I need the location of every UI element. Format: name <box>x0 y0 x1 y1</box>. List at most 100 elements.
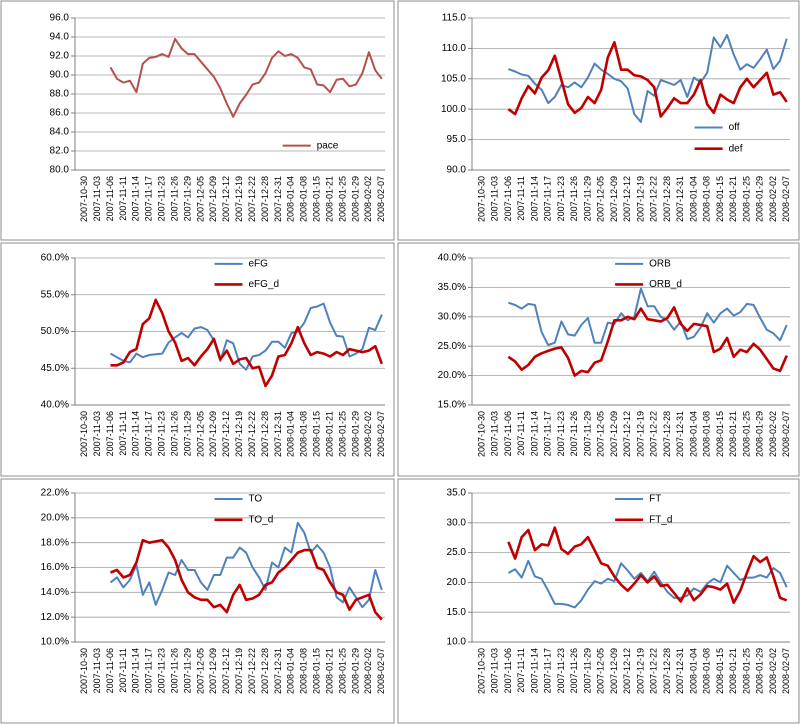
legend-label: eFG_d <box>249 279 280 290</box>
x-tick-label: 2008-02-02 <box>363 648 373 694</box>
legend-label: off <box>729 122 740 133</box>
x-tick-label: 2007-12-22 <box>649 648 659 694</box>
panel-border <box>0 478 395 724</box>
y-tick-label: 20.0 <box>447 577 467 588</box>
x-tick-label: 2008-01-29 <box>755 648 765 694</box>
x-tick-label: 2007-11-11 <box>516 648 526 693</box>
x-tick-label: 2007-12-09 <box>208 411 218 457</box>
y-tick-label: 84.0 <box>50 127 70 138</box>
x-tick-label: 2008-02-02 <box>363 176 373 222</box>
chart-panel: 10.0 15.0 20.0 25.0 30.0 35.0 2007-10-30 2007-1… <box>397 478 800 724</box>
x-tick-label: 2007-12-28 <box>662 411 672 457</box>
x-tick-label: 2007-12-19 <box>234 411 244 457</box>
x-tick-label: 2007-11-17 <box>144 411 154 456</box>
x-tick-label: 2007-11-03 <box>490 411 500 456</box>
legend-label: TO_d <box>249 514 274 525</box>
legend-label: FT <box>649 494 661 505</box>
x-tick-label: 2007-12-05 <box>195 176 205 222</box>
x-tick-label: 2008-02-07 <box>781 648 791 694</box>
x-tick-label: 2007-12-31 <box>675 648 685 694</box>
x-tick-label: 2007-11-11 <box>118 411 128 456</box>
x-tick-label: 2007-11-23 <box>157 176 167 221</box>
x-tick-label: 2007-11-06 <box>503 176 513 221</box>
x-tick-label: 2007-12-28 <box>260 176 270 222</box>
x-tick-label: 2008-02-07 <box>376 411 386 457</box>
x-tick-label: 2007-11-14 <box>529 648 539 693</box>
x-tick-label: 2008-02-02 <box>363 411 373 457</box>
x-tick-label: 2007-12-05 <box>195 648 205 694</box>
y-tick-label: 50.0% <box>41 326 69 337</box>
x-tick-label: 2007-12-31 <box>675 176 685 222</box>
x-tick-label: 2007-11-14 <box>131 411 141 456</box>
y-tick-label: 95.0 <box>447 134 467 145</box>
x-tick-label: 2007-11-03 <box>92 411 102 456</box>
y-tick-label: 92.0 <box>50 51 70 62</box>
x-tick-label: 2008-01-04 <box>688 411 698 457</box>
x-tick-label: 2007-11-17 <box>144 648 154 693</box>
x-tick-label: 2007-11-26 <box>569 648 579 693</box>
x-tick-label: 2007-12-12 <box>622 648 632 694</box>
x-tick-label: 2007-12-22 <box>247 176 257 222</box>
x-tick-label: 2008-02-07 <box>781 176 791 222</box>
x-tick-label: 2007-11-14 <box>529 411 539 456</box>
x-tick-label: 2008-01-08 <box>702 411 712 457</box>
x-tick-label: 2007-11-17 <box>144 176 154 221</box>
legend-label: FT_d <box>649 514 672 525</box>
x-tick-label: 2007-10-30 <box>476 176 486 222</box>
legend-label: ORB <box>649 259 671 270</box>
y-tick-label: 10.0% <box>41 637 69 648</box>
x-tick-label: 2007-12-31 <box>273 648 283 694</box>
x-tick-label: 2007-12-12 <box>221 648 231 694</box>
x-tick-label: 2008-01-21 <box>728 176 738 222</box>
x-tick-label: 2007-12-09 <box>208 176 218 222</box>
x-tick-label: 2007-11-11 <box>118 648 128 693</box>
x-tick-label: 2007-10-30 <box>476 411 486 457</box>
series-line <box>508 287 788 346</box>
x-tick-label: 2007-11-17 <box>543 411 553 456</box>
x-tick-label: 2008-01-21 <box>324 411 334 457</box>
x-tick-label: 2008-02-07 <box>376 648 386 694</box>
x-tick-label: 2008-01-15 <box>715 411 725 457</box>
y-tick-label: 45.0% <box>41 363 69 374</box>
x-tick-label: 2007-12-28 <box>662 648 672 694</box>
x-tick-label: 2008-01-15 <box>715 176 725 222</box>
panel-border <box>397 242 800 477</box>
x-tick-label: 2007-11-29 <box>182 648 192 693</box>
y-tick-label: 22.0% <box>41 488 69 499</box>
x-tick-label: 2007-11-26 <box>169 176 179 221</box>
x-tick-label: 2008-01-25 <box>741 648 751 694</box>
y-tick-label: 94.0 <box>50 32 70 43</box>
y-tick-label: 15.0 <box>447 607 467 618</box>
x-tick-label: 2008-01-04 <box>286 176 296 222</box>
x-tick-label: 2007-11-06 <box>105 648 115 693</box>
x-tick-label: 2007-11-26 <box>169 411 179 456</box>
x-tick-label: 2007-11-26 <box>569 411 579 456</box>
x-tick-label: 2008-01-25 <box>741 411 751 457</box>
panel-border <box>0 0 395 241</box>
x-tick-label: 2007-11-14 <box>529 176 539 221</box>
y-tick-label: 35.0 <box>447 488 467 499</box>
y-tick-label: 35.0% <box>438 282 466 293</box>
series-line <box>507 526 788 604</box>
x-tick-label: 2008-01-15 <box>312 411 322 457</box>
x-tick-label: 2007-10-30 <box>79 411 89 457</box>
x-tick-label: 2008-01-08 <box>299 176 309 222</box>
x-tick-label: 2008-01-29 <box>350 176 360 222</box>
legend-label: ORB_d <box>649 279 682 290</box>
x-tick-label: 2007-11-11 <box>118 176 128 221</box>
x-tick-label: 2007-11-03 <box>490 176 500 221</box>
x-tick-label: 2007-12-12 <box>622 176 632 222</box>
panel-border <box>397 0 800 241</box>
x-tick-label: 2008-02-02 <box>768 176 778 222</box>
x-tick-label: 2007-12-12 <box>622 411 632 457</box>
x-tick-label: 2008-01-08 <box>299 411 309 457</box>
x-tick-label: 2008-02-07 <box>781 411 791 457</box>
series-line <box>507 306 788 377</box>
x-tick-label: 2007-12-09 <box>609 411 619 457</box>
x-tick-label: 2008-01-08 <box>702 648 712 694</box>
y-tick-label: 96.0 <box>50 13 70 24</box>
y-tick-label: 30.0 <box>447 517 467 528</box>
x-tick-label: 2007-11-06 <box>503 411 513 456</box>
x-tick-label: 2007-11-23 <box>157 648 167 693</box>
